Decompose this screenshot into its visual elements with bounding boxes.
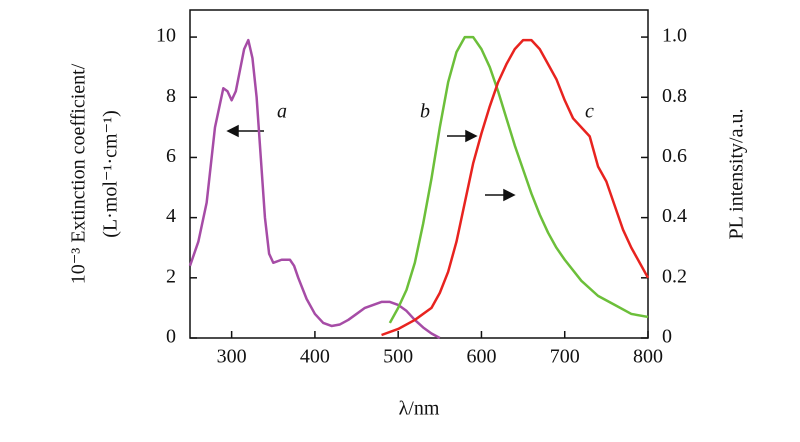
- y2-tick-label: 1.0: [662, 25, 687, 47]
- y2-tick-label: 0.2: [662, 265, 687, 287]
- x-tick-label: 600: [466, 346, 496, 368]
- annotation: a: [277, 101, 287, 123]
- y2-axis-label: PL intensity/a.u.: [726, 109, 748, 240]
- y2-tick-label: 0.6: [662, 145, 687, 167]
- x-tick-label: 300: [217, 346, 247, 368]
- y-tick-label: 10: [156, 25, 176, 47]
- y-tick-label: 6: [166, 145, 176, 167]
- x-tick-label: 400: [300, 346, 330, 368]
- y2-tick-label: 0.8: [662, 85, 687, 107]
- y-tick-label: 8: [166, 85, 176, 107]
- annotation: b: [420, 101, 430, 123]
- data-line: [381, 38, 650, 337]
- data-line: [388, 35, 649, 324]
- annotation: c: [585, 101, 594, 123]
- arrows: [226, 124, 516, 202]
- x-tick-label: 500: [383, 346, 413, 368]
- x-tick-label: 800: [633, 346, 663, 368]
- x-axis-label: λ/nm: [399, 398, 440, 420]
- y-axis-label: (L·mol⁻¹·cm⁻¹): [100, 110, 122, 238]
- y-tick-label: 4: [166, 205, 176, 227]
- y-tick-label: 0: [166, 326, 176, 348]
- y-tick-label: 2: [166, 265, 176, 287]
- x-tick-label: 700: [550, 346, 580, 368]
- plot-frame: [189, 9, 649, 339]
- data-line: [188, 38, 441, 340]
- y-axis-label: 10⁻³ Extinction coefficient/: [68, 63, 90, 284]
- y2-tick-label: 0.4: [662, 205, 687, 227]
- y2-tick-label: 0: [662, 326, 672, 348]
